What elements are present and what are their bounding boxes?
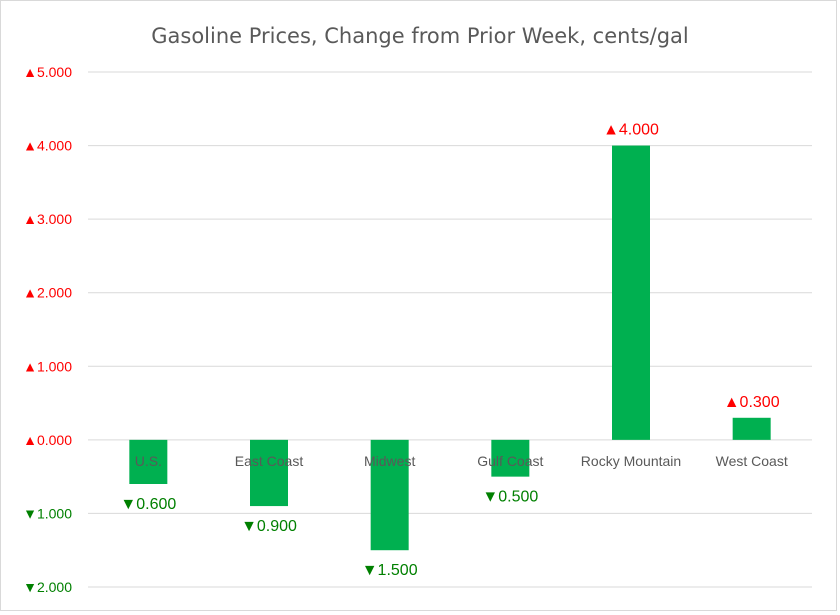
gridlines — [88, 71, 812, 588]
bar — [370, 439, 409, 551]
category-label: Gulf Coast — [477, 453, 543, 469]
data-labels: ▼0.600 ▼0.900 ▼1.500 ▼0.500 ▲4.000 ▲0.300 — [120, 122, 779, 580]
y-tick-label: ▼1.000 — [23, 505, 72, 521]
data-label: ▼0.600 — [120, 496, 176, 513]
bar — [491, 439, 530, 477]
category-labels: U.S. East Coast Midwest Gulf Coast Rocky Mou… — [135, 453, 788, 469]
data-label: ▲4.000 — [603, 122, 659, 139]
bar — [250, 439, 288, 507]
data-label: ▲0.300 — [724, 394, 780, 411]
y-tick-label: ▲2.000 — [23, 285, 72, 301]
category-label: Rocky Mountain — [581, 453, 681, 469]
data-label: ▼1.500 — [362, 562, 418, 579]
y-tick-label: ▲5.000 — [23, 64, 72, 80]
y-tick-label: ▲3.000 — [23, 211, 72, 227]
bars — [129, 145, 771, 551]
category-label: East Coast — [235, 453, 304, 469]
category-label: Midwest — [364, 453, 415, 469]
y-tick-label: ▲0.000 — [23, 432, 72, 448]
bar — [732, 417, 771, 440]
y-tick-label: ▲1.000 — [23, 358, 72, 374]
category-label: U.S. — [135, 453, 162, 469]
category-label: West Coast — [716, 453, 788, 469]
data-label: ▼0.500 — [482, 489, 538, 506]
chart-title: Gasoline Prices, Change from Prior Week,… — [151, 24, 689, 48]
bar — [612, 145, 650, 440]
y-tick-label: ▲4.000 — [23, 138, 72, 154]
y-axis-ticks: ▲5.000 ▲4.000 ▲3.000 ▲2.000 ▲1.000 ▲0.000 ▼1.0… — [23, 64, 72, 595]
bar — [129, 439, 168, 484]
data-label: ▼0.900 — [241, 518, 297, 535]
y-tick-label: ▼2.000 — [23, 579, 72, 595]
